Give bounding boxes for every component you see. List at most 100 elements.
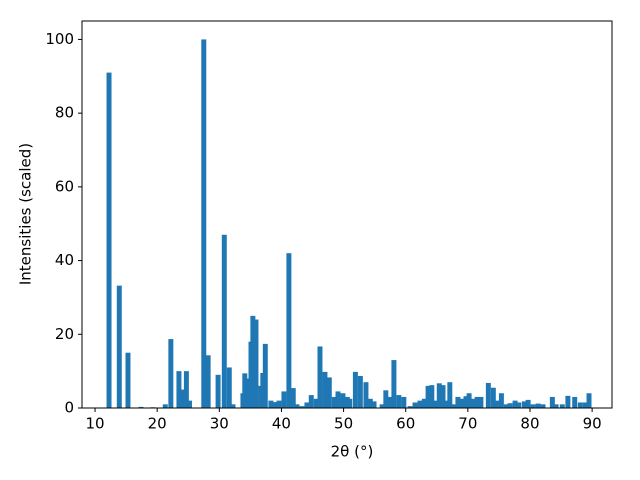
bar: [326, 377, 332, 408]
bar: [262, 343, 268, 408]
bar: [299, 406, 305, 408]
bar: [401, 396, 407, 408]
bar: [331, 396, 337, 408]
bar: [383, 390, 389, 408]
bar: [268, 400, 274, 408]
bar: [352, 371, 358, 408]
y-tick-label: 100: [45, 30, 74, 48]
x-axis-label: 2θ (°): [331, 443, 374, 461]
bar: [407, 406, 413, 408]
bar: [286, 253, 292, 408]
bar: [447, 382, 453, 408]
bar: [553, 404, 559, 408]
bar: [335, 391, 341, 408]
bar: [294, 404, 300, 408]
bar: [470, 398, 476, 408]
bar: [379, 404, 385, 408]
x-tick-label: 80: [520, 415, 539, 433]
x-tick-label: 90: [583, 415, 602, 433]
bar: [525, 399, 531, 408]
y-tick-label: 0: [64, 399, 74, 417]
bar: [371, 401, 377, 408]
bar: [363, 382, 369, 408]
bar: [463, 396, 469, 408]
x-tick-label: 40: [272, 415, 291, 433]
bar: [559, 404, 565, 408]
bar: [106, 72, 112, 408]
bar: [451, 404, 457, 408]
x-tick-label: 30: [210, 415, 229, 433]
x-tick-label: 60: [396, 415, 415, 433]
bar: [357, 375, 363, 408]
bar: [459, 398, 465, 408]
bar: [530, 404, 536, 408]
bar: [230, 404, 236, 408]
bar: [582, 402, 588, 408]
bar: [304, 402, 310, 408]
bar: [183, 371, 189, 408]
bar: [507, 403, 513, 408]
bar: [138, 406, 144, 408]
bar: [417, 400, 423, 408]
bar: [572, 396, 578, 408]
bar: [253, 319, 259, 408]
bar: [443, 400, 449, 408]
bar: [221, 234, 227, 408]
x-tick-label: 70: [458, 415, 477, 433]
y-tick-label: 40: [55, 251, 74, 269]
bar: [498, 393, 504, 408]
x-tick-label: 50: [334, 415, 353, 433]
bar: [577, 402, 583, 408]
bar: [168, 339, 174, 408]
bar: [281, 391, 287, 408]
bar: [440, 385, 446, 408]
bar: [116, 285, 122, 408]
bar: [201, 39, 207, 409]
bar: [340, 393, 346, 408]
bar: [516, 402, 522, 408]
bar: [367, 398, 373, 408]
bar: [535, 403, 541, 408]
bar: [412, 402, 418, 408]
bar: [466, 393, 472, 408]
bar: [586, 393, 592, 408]
bar: [215, 374, 221, 408]
bar: [308, 395, 314, 408]
bar: [162, 404, 168, 408]
bar: [396, 395, 402, 408]
bar: [436, 383, 442, 408]
bar: [474, 396, 480, 408]
bar: [512, 400, 518, 408]
bar: [490, 387, 496, 408]
bar: [391, 360, 397, 408]
bar: [317, 346, 323, 408]
bar: [540, 404, 546, 408]
bar: [433, 400, 439, 408]
bar: [226, 367, 232, 408]
bar: [485, 382, 491, 408]
bar: [387, 396, 393, 408]
bar: [242, 373, 248, 408]
bar: [421, 398, 427, 408]
bar: [429, 385, 435, 408]
plot-frame: [81, 20, 613, 409]
bar: [276, 400, 282, 408]
bar: [313, 398, 319, 408]
y-axis-label: Intensities (scaled): [17, 143, 35, 285]
bar: [521, 401, 527, 408]
bar: [250, 315, 256, 408]
bar: [347, 398, 353, 408]
bar: [478, 396, 484, 408]
bar: [180, 389, 186, 408]
bar: [205, 355, 211, 408]
bar: [187, 400, 192, 408]
bar: [455, 396, 461, 408]
bar: [322, 371, 328, 408]
bar: [272, 402, 278, 408]
bar: [503, 404, 509, 408]
y-tick-label: 20: [55, 325, 74, 343]
x-tick-label: 20: [148, 415, 167, 433]
bar: [125, 352, 131, 408]
bar: [290, 388, 296, 408]
